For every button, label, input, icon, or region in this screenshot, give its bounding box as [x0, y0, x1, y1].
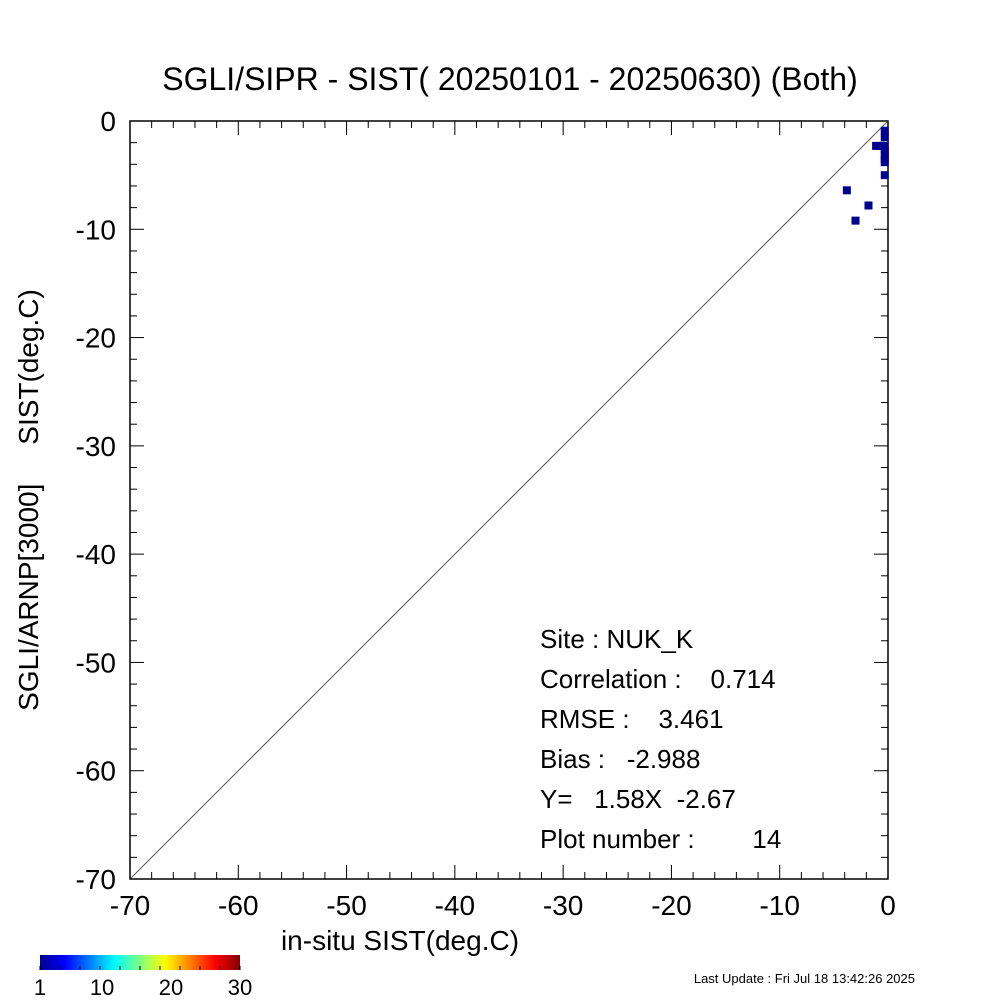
x-tick-label: -10	[759, 890, 799, 921]
x-tick-label: -20	[651, 890, 691, 921]
stat-fit: Y= 1.58X -2.67	[540, 784, 736, 814]
chart-title: SGLI/SIPR - SIST( 20250101 - 20250630) (…	[162, 61, 857, 97]
stat-site: Site : NUK_K	[540, 624, 694, 654]
x-tick-label: 0	[880, 890, 896, 921]
data-point	[880, 133, 889, 142]
colorbar-label: 1	[34, 975, 46, 1000]
data-point	[880, 146, 889, 155]
y-tick-label: 0	[100, 106, 116, 137]
data-point	[842, 186, 851, 195]
one-to-one-line	[129, 120, 889, 880]
data-point	[880, 171, 889, 180]
x-axis-label: in-situ SIST(deg.C)	[281, 925, 519, 956]
stat-bias: Bias : -2.988	[540, 744, 701, 774]
x-tick-label: -30	[543, 890, 583, 921]
y-tick-label: -10	[76, 214, 116, 245]
stat-correlation: Correlation : 0.714	[540, 664, 776, 694]
data-point	[872, 141, 881, 150]
data-point	[864, 201, 873, 210]
colorbar-label: 30	[228, 975, 252, 1000]
colorbar-label: 10	[90, 975, 114, 1000]
y-tick-label: -30	[76, 431, 116, 462]
data-point	[878, 141, 887, 150]
data-point	[880, 126, 889, 135]
y-tick-label: -20	[76, 323, 116, 354]
y-tick-label: -40	[76, 539, 116, 570]
y-tick-label: -70	[76, 864, 116, 895]
plot-frame	[129, 120, 889, 880]
y-tick-label: -50	[76, 647, 116, 678]
data-point	[880, 158, 889, 167]
y-tick-label: -60	[76, 756, 116, 787]
x-tick-label: -70	[110, 890, 150, 921]
colorbar	[40, 955, 240, 970]
x-tick-label: -40	[435, 890, 475, 921]
data-point	[880, 150, 889, 159]
data-point	[851, 216, 860, 225]
x-tick-label: -60	[218, 890, 258, 921]
last-update: Last Update : Fri Jul 18 13:42:26 2025	[694, 971, 915, 986]
colorbar-label: 20	[159, 975, 183, 1000]
x-tick-label: -50	[326, 890, 366, 921]
y-axis-label: SGLI/ARNP[3000] SIST(deg.C)	[13, 289, 44, 711]
stat-rmse: RMSE : 3.461	[540, 704, 724, 734]
stat-count: Plot number : 14	[540, 824, 782, 854]
